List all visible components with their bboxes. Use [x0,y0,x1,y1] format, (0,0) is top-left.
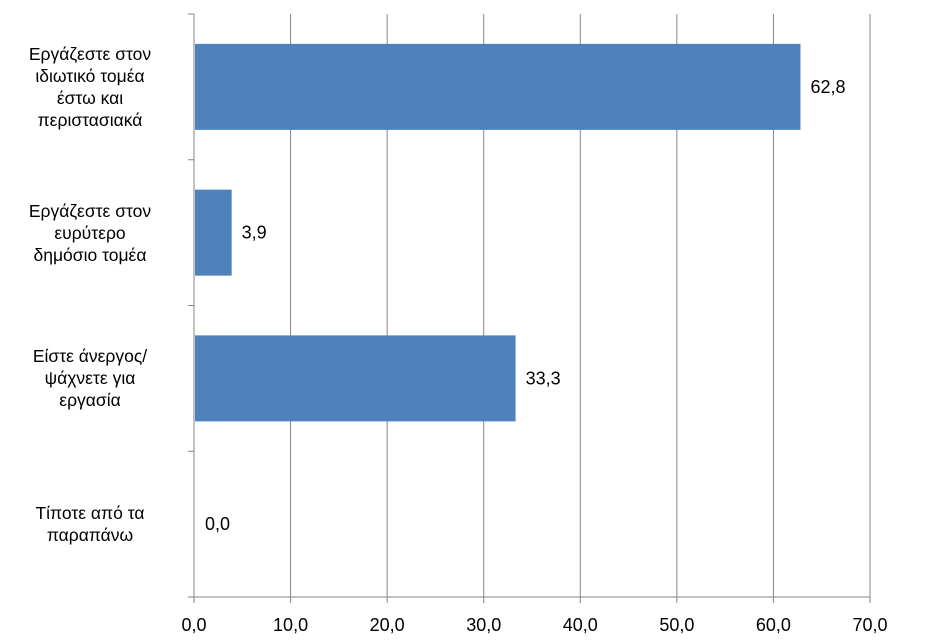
bar [195,43,801,130]
category-label: Εργάζεστε στον ιδιωτικό τομέα έστω και π… [28,43,152,130]
x-tick-label: 10,0 [273,615,308,635]
x-tick-label: 30,0 [466,615,501,635]
bar [195,189,232,276]
x-tick-labels: 0,0 10,0 20,0 30,0 40,0 50,0 60,0 70,0 [181,615,887,635]
x-tick-label: 70,0 [852,615,887,635]
value-label: 33,3 [526,368,561,388]
x-tick-label: 50,0 [659,615,694,635]
value-label: 0,0 [205,514,230,534]
category-label: Είστε άνεργος/ ψάχνετε για εργασία [32,346,148,411]
bar [195,335,516,422]
x-tick-label: 20,0 [370,615,405,635]
value-label: 3,9 [242,223,267,243]
x-tick-label: 40,0 [563,615,598,635]
value-labels: 62,8 3,9 33,3 0,0 [205,77,846,534]
x-tick-label: 0,0 [181,615,206,635]
category-label: Εργάζεστε στον ευρύτερο δημόσιο τομέα [28,200,152,265]
axes [188,13,871,603]
bars [195,43,801,422]
category-label: Τίποτε από τα παραπάνω [35,503,145,546]
value-label: 62,8 [810,77,845,97]
x-tick-label: 60,0 [756,615,791,635]
